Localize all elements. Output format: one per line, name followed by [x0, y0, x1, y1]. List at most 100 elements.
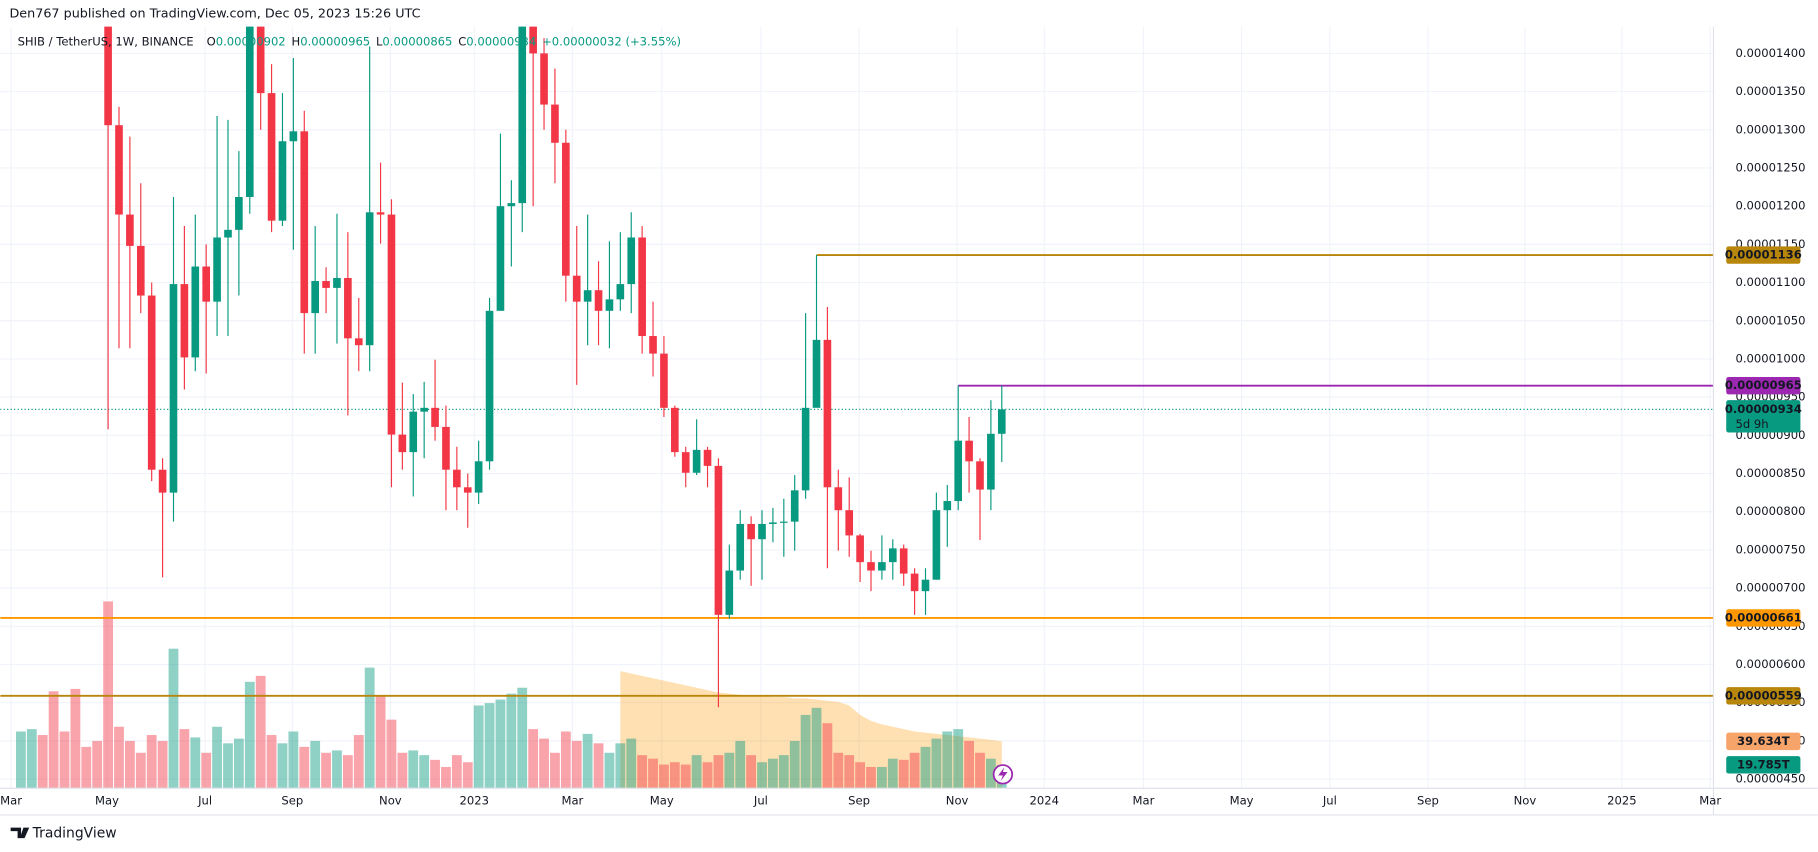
candle-body [769, 522, 777, 524]
volume-bar [800, 714, 811, 789]
x-tick-label: Nov [1514, 793, 1537, 807]
volume-bar [822, 723, 833, 789]
candle-body [736, 523, 745, 571]
x-tick-label: May [650, 793, 674, 807]
candle-body [856, 535, 864, 563]
candle-body [442, 426, 450, 470]
candle-body [136, 245, 145, 296]
volume-bar [70, 688, 81, 789]
last-price-box [1726, 400, 1801, 433]
candle-body [278, 141, 287, 221]
volume-bar [408, 750, 419, 789]
candle-body [158, 469, 167, 493]
volume-bar [746, 755, 757, 789]
candle-body [333, 277, 341, 288]
candle-body [823, 339, 832, 488]
candle-body [540, 53, 548, 105]
y-tick-label: 0.00001400 [1735, 46, 1805, 60]
volume-bar [626, 738, 637, 789]
volume-bar [702, 762, 713, 789]
candle-body [801, 407, 810, 491]
volume-bar [713, 755, 724, 789]
volume-bar [659, 764, 669, 789]
volume-bar [833, 752, 844, 789]
volume-bar [582, 733, 593, 789]
candle-body [529, 26, 537, 54]
candle-body [834, 487, 843, 511]
candle-body [660, 353, 668, 408]
volume-bar [604, 752, 615, 789]
candle-body [910, 573, 919, 592]
y-tick-label: 0.00000750 [1735, 542, 1805, 556]
candles [104, 26, 1006, 708]
legend-value: 0.00000902 [216, 34, 286, 48]
volume-bar [909, 752, 920, 789]
volume-bar [768, 758, 778, 789]
volume-ma-label: 39.634T [1737, 734, 1790, 748]
volume-bar [26, 729, 37, 789]
volume-bar [342, 755, 353, 789]
candle-body [987, 433, 995, 490]
candle-body [932, 510, 941, 580]
candle-body [518, 26, 527, 204]
y-tick-label: 0.00000600 [1735, 657, 1805, 671]
symbol: SHIB / TetherUS, 1W, BINANCE [18, 34, 194, 48]
legend-change: +0.00000032 (+3.55%) [542, 34, 681, 48]
candle-body [300, 131, 309, 314]
candle-body [431, 407, 439, 427]
candle-body [213, 237, 221, 302]
candle-body [714, 465, 723, 615]
volume-bar [495, 699, 506, 789]
volume-bar [114, 726, 124, 789]
candle-body [147, 295, 156, 470]
candle-body [289, 131, 298, 142]
volume-bar [975, 752, 985, 789]
level-label: 0.00000559 [1725, 688, 1802, 702]
volume-bar [397, 752, 408, 789]
candle-body [649, 336, 657, 354]
x-tick-label: Sep [281, 793, 303, 807]
x-tick-label: 2024 [1030, 793, 1059, 807]
candle-body [780, 521, 788, 523]
volume-last-label: 19.785T [1737, 757, 1790, 771]
volume-bar [615, 743, 626, 789]
footer-brand: TradingView [32, 825, 117, 841]
volume-bar [135, 752, 146, 789]
candle-body [572, 275, 581, 302]
volume-bar [179, 729, 190, 789]
volume-bar [332, 750, 342, 789]
levels [0, 254, 1714, 697]
volume-bar [964, 740, 974, 789]
volume-bar [81, 746, 92, 789]
volume-bar [244, 681, 255, 789]
volume-bar [876, 766, 887, 789]
level-label: 0.00000965 [1725, 378, 1802, 392]
volume-bar [277, 743, 288, 789]
candle-body [888, 548, 897, 563]
candle-body [638, 237, 646, 337]
volume-bar [811, 707, 822, 789]
volume-bar [48, 691, 59, 789]
candle-body [976, 461, 984, 490]
candle-body [954, 440, 963, 502]
volume-ma-area [620, 671, 1002, 789]
legend-key: O [207, 34, 216, 48]
volume-bar [637, 755, 648, 789]
x-tick-label: Mar [1133, 793, 1155, 807]
volume-bar [866, 766, 876, 789]
volume-bar [124, 740, 135, 789]
candle-body [507, 203, 516, 207]
volume-bar [778, 755, 789, 789]
volume-pane [16, 601, 1007, 789]
candle-body [256, 26, 265, 94]
volume-bar [37, 735, 48, 789]
legend-value: 0.00000865 [382, 34, 452, 48]
candle-body [616, 284, 625, 300]
candle-body [191, 266, 200, 358]
volume-bar [484, 703, 495, 789]
countdown: 5d 9h [1735, 417, 1768, 431]
volume-bar [920, 746, 931, 789]
x-tick-label: Nov [379, 793, 402, 807]
volume-bar [255, 675, 266, 789]
